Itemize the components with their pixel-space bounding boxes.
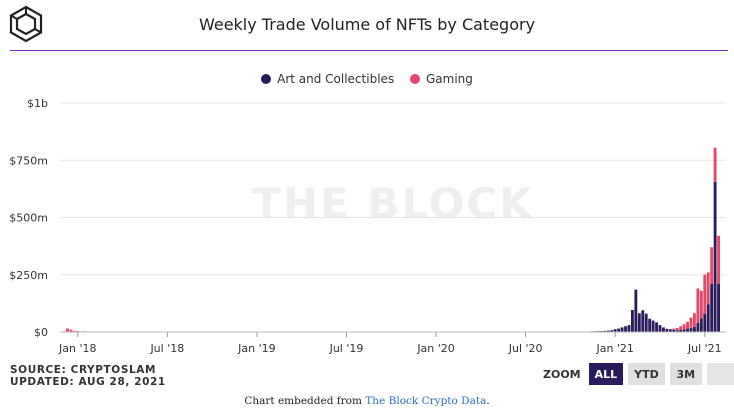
- x-tick-label: Jan '21: [595, 342, 633, 355]
- zoom-controls: ZOOM ALL YTD 3M: [543, 362, 734, 386]
- bar-art: [686, 328, 689, 332]
- bar-art: [679, 329, 683, 332]
- bar-gaming: [717, 235, 720, 284]
- zoom-ytd-button[interactable]: YTD: [628, 363, 665, 385]
- bar-gaming-early: [66, 328, 69, 332]
- bar-art: [644, 313, 648, 332]
- chart-plot: THE BLOCK $0 $250m $500m $750m $1b Jan '18 Jul …: [9, 97, 726, 355]
- bar-art: [665, 328, 669, 332]
- title-divider: [10, 50, 728, 51]
- y-tick-label: $1b: [27, 97, 48, 110]
- bar-gaming-early: [69, 329, 73, 332]
- legend-label-gaming: Gaming: [425, 72, 473, 86]
- bar-art: [706, 304, 710, 332]
- y-tick-label: $500m: [9, 212, 48, 225]
- y-tick-label: $250m: [9, 269, 48, 282]
- legend-dot-art: [261, 74, 272, 84]
- embed-credit: Chart embedded from The Block Crypto Dat…: [0, 395, 734, 407]
- x-tick-label: Jan '18: [58, 342, 96, 355]
- bar-art: [606, 330, 610, 332]
- bar-art: [617, 328, 621, 332]
- x-tick-label: Jan '19: [237, 342, 275, 355]
- x-tick-label: Jul '19: [329, 342, 364, 355]
- source-block: SOURCE: CRYPTOSLAM UPDATED: AUG 28, 2021: [10, 364, 166, 388]
- zoom-label: ZOOM: [543, 367, 581, 381]
- legend-dot-gaming: [409, 74, 420, 84]
- bar-gaming: [713, 147, 717, 183]
- updated-text: UPDATED: AUG 28, 2021: [10, 376, 166, 388]
- bar-art: [658, 325, 662, 332]
- embed-suffix: .: [486, 395, 490, 407]
- bar-art: [627, 325, 631, 332]
- y-tick-label: $0: [34, 326, 48, 339]
- bar-gaming: [675, 327, 679, 331]
- bar-art: [693, 326, 696, 332]
- x-tick-label: Jul '21: [687, 342, 722, 355]
- embed-link[interactable]: The Block Crypto Data: [365, 395, 487, 407]
- bar-gaming: [696, 288, 700, 323]
- legend: Art and Collectibles Gaming: [0, 72, 734, 87]
- x-tick-label: Jan '20: [416, 342, 454, 355]
- bar-art: [696, 322, 700, 332]
- bar-art: [634, 289, 638, 332]
- y-tick-label: $750m: [9, 154, 48, 167]
- the-block-logo-icon: [8, 5, 44, 43]
- bar-art: [637, 313, 641, 332]
- watermark-text: THE BLOCK: [252, 179, 533, 228]
- bar-gaming: [686, 321, 689, 329]
- chart-title: Weekly Trade Volume of NFTs by Category: [198, 15, 536, 34]
- bar-art: [682, 329, 686, 332]
- bar-gaming: [699, 290, 703, 319]
- bar-art: [703, 313, 707, 332]
- zoom-3m-button[interactable]: 3M: [669, 363, 702, 385]
- bar-gaming: [689, 317, 693, 328]
- bar-art: [668, 329, 672, 332]
- bar-art: [655, 322, 658, 332]
- bar-art: [675, 330, 679, 332]
- bar-art: [710, 283, 714, 332]
- bar-gaming: [706, 272, 710, 305]
- zoom-extra-button[interactable]: [706, 363, 734, 385]
- legend-label-art: Art and Collectibles: [277, 72, 395, 86]
- x-tick-label: Jul '20: [508, 342, 543, 355]
- bar-art: [672, 329, 676, 332]
- legend-item-art[interactable]: Art and Collectibles: [261, 72, 394, 86]
- source-text: SOURCE: CRYPTOSLAM: [10, 364, 157, 376]
- bar-gaming: [682, 324, 686, 330]
- bar-gaming: [703, 274, 707, 314]
- bar-gaming: [693, 313, 696, 327]
- zoom-all-button[interactable]: ALL: [588, 363, 624, 385]
- bar-art: [651, 320, 655, 332]
- bar-art: [613, 329, 617, 332]
- bar-art: [603, 330, 607, 332]
- bar-art: [689, 327, 693, 332]
- bar-art: [662, 327, 665, 332]
- bar-art: [620, 327, 624, 332]
- bar-art: [631, 310, 634, 332]
- embed-prefix: Chart embedded from: [244, 395, 366, 407]
- bar-art: [610, 330, 614, 332]
- bar-art: [699, 318, 703, 332]
- bar-gaming: [710, 247, 714, 284]
- legend-item-gaming[interactable]: Gaming: [409, 72, 473, 86]
- bar-gaming: [679, 326, 683, 330]
- bar-art: [624, 326, 627, 332]
- bar-gaming-early: [72, 330, 76, 332]
- x-tick-label: Jul '18: [149, 342, 184, 355]
- bar-art: [717, 283, 720, 332]
- bar-art: [648, 318, 652, 332]
- bar-art: [713, 182, 717, 332]
- bar-art: [641, 310, 645, 332]
- bar-gaming: [672, 328, 676, 330]
